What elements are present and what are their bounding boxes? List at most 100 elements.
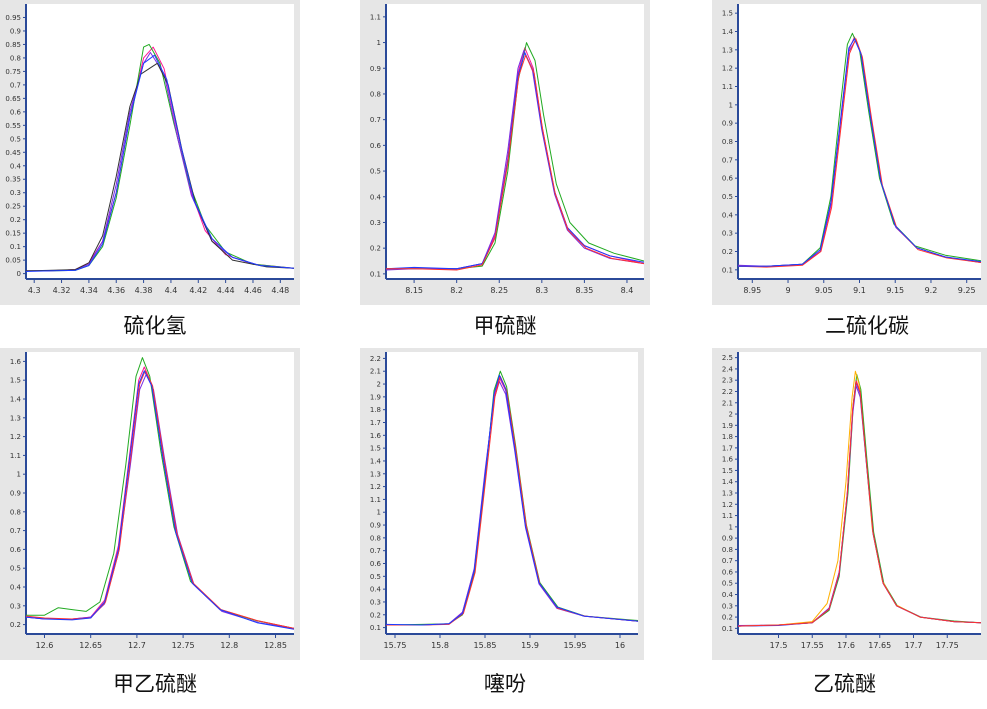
x-tick-label: 9.1 [853, 286, 866, 295]
y-tick-label: 0.7 [10, 81, 21, 89]
y-tick-label: 1 [729, 101, 733, 109]
y-tick-label: 0.5 [722, 193, 733, 201]
y-tick-label: 1.2 [722, 65, 733, 73]
x-tick-label: 12.6 [36, 641, 54, 650]
plot-area [26, 352, 294, 634]
series-line [26, 52, 294, 272]
x-tick-label: 12.65 [79, 641, 102, 650]
y-tick-label: 0.3 [370, 598, 381, 606]
x-tick-label: 12.7 [128, 641, 146, 650]
plot-area [738, 4, 981, 279]
y-tick-label: 1.7 [722, 444, 733, 452]
chart-caption: 二硫化碳 [825, 314, 909, 338]
y-tick-label: 1.6 [370, 432, 382, 440]
x-tick-label: 15.75 [384, 641, 407, 650]
y-tick-label: 1.1 [722, 512, 733, 520]
series-line [26, 370, 294, 630]
y-tick-label: 1.1 [722, 83, 733, 91]
chart-panel-cs2: 0.1 0.2 0.3 0.4 0.5 0.6 0.7 0.8 0.9 1 1.1 1.2 1.3 1.4… [712, 0, 987, 345]
y-tick-label: 0.4 [722, 591, 734, 599]
y-tick-label: 1.9 [722, 422, 733, 430]
y-tick-label: 0.3 [10, 602, 21, 610]
y-tick-label: 0.65 [5, 95, 21, 103]
y-tick-label: 1.4 [722, 478, 734, 486]
x-tick-label: 8.95 [743, 286, 761, 295]
x-tick-label: 8.4 [621, 286, 634, 295]
y-tick-label: 0.6 [10, 546, 22, 554]
x-tick-label: 9.25 [958, 286, 976, 295]
y-tick-label: 0.8 [370, 90, 381, 98]
y-tick-label: 0.25 [5, 203, 21, 211]
x-tick-label: 16 [615, 641, 625, 650]
x-tick-label: 4.48 [271, 286, 289, 295]
series-line [26, 62, 294, 272]
x-tick-label: 8.3 [535, 286, 548, 295]
series-group [738, 32, 981, 268]
chart-caption: 甲硫醚 [473, 314, 537, 338]
y-tick-label: 0.8 [10, 54, 21, 62]
y-tick-label: 1.3 [722, 46, 733, 54]
y-tick-label: 0.9 [722, 535, 733, 543]
y-tick-label: 1 [377, 39, 381, 47]
chart-caption: 噻吩 [484, 672, 526, 696]
y-tick-label: 2.3 [722, 377, 733, 385]
x-tick-label: 15.95 [564, 641, 587, 650]
y-tick-label: 1 [17, 471, 21, 479]
chart-caption: 硫化氢 [123, 314, 187, 338]
y-tick-label: 1.2 [10, 433, 21, 441]
y-tick-label: 0.3 [10, 189, 21, 197]
y-tick-label: 0.15 [5, 230, 21, 238]
chart-mes: 0.2 0.3 0.4 0.5 0.6 0.7 0.8 0.9 1 1.1 1.2 1.3 1.4 1.5… [0, 348, 300, 660]
x-tick-label: 17.55 [801, 641, 824, 650]
x-tick-label: 8.35 [575, 286, 593, 295]
chart-panel-des: 0.1 0.2 0.3 0.4 0.5 0.6 0.7 0.8 0.9 1 1.1 1.2 1.3 1.4… [712, 348, 987, 703]
y-tick-label: 0.6 [10, 108, 22, 116]
y-tick-label: 1.5 [722, 467, 733, 475]
y-tick-label: 0.05 [5, 257, 21, 265]
x-tick-label: 4.36 [107, 286, 125, 295]
y-tick-label: 0.5 [10, 135, 21, 143]
x-tick-label: 9.2 [925, 286, 938, 295]
series-group [26, 357, 294, 630]
x-tick-label: 17.6 [837, 641, 855, 650]
y-tick-label: 0.1 [722, 266, 733, 274]
chart-dms: 0.1 0.2 0.3 0.4 0.5 0.6 0.7 0.8 0.9 1 1.1 8.15 8.2 8.… [360, 0, 650, 305]
y-tick-label: 0.4 [722, 211, 734, 219]
y-tick-label: 0.9 [370, 522, 381, 530]
x-tick-label: 8.15 [405, 286, 423, 295]
x-tick-label: 9 [785, 286, 790, 295]
plot-area [386, 352, 638, 634]
series-line [738, 38, 981, 267]
y-tick-label: 0.55 [5, 122, 21, 130]
y-tick-label: 1.1 [370, 13, 381, 21]
y-tick-label: 0.2 [10, 216, 21, 224]
y-tick-label: 1.5 [10, 377, 21, 385]
y-tick-label: 0.75 [5, 68, 21, 76]
x-tick-label: 17.5 [770, 641, 788, 650]
y-tick-label: 2 [729, 411, 733, 419]
y-tick-label: 1.8 [722, 433, 733, 441]
y-tick-label: 0.35 [5, 176, 21, 184]
plot-area [26, 4, 294, 279]
x-tick-label: 17.65 [868, 641, 891, 650]
y-tick-label: 1.4 [10, 396, 22, 404]
chart-h2s: 0 0.05 0.1 0.15 0.2 0.25 0.3 0.35 0.4 0.45 0.5 0.55… [0, 0, 300, 305]
chart-panel-h2s: 0 0.05 0.1 0.15 0.2 0.25 0.3 0.35 0.4 0.45 0.5 0.55… [0, 0, 300, 345]
y-tick-label: 1.5 [370, 445, 381, 453]
y-tick-label: 0.3 [370, 219, 381, 227]
y-tick-label: 1.6 [10, 358, 22, 366]
series-line [386, 374, 638, 626]
y-tick-label: 0.5 [722, 580, 733, 588]
y-tick-label: 0.9 [10, 27, 21, 35]
x-tick-label: 9.05 [815, 286, 833, 295]
y-tick-label: 0.2 [722, 248, 733, 256]
y-tick-label: 0.5 [10, 565, 21, 573]
chart-des: 0.1 0.2 0.3 0.4 0.5 0.6 0.7 0.8 0.9 1 1.1 1.2 1.3 1.4… [712, 348, 987, 660]
x-tick-label: 4.46 [244, 286, 262, 295]
x-tick-label: 15.85 [474, 641, 497, 650]
y-tick-label: 2.1 [370, 368, 381, 376]
y-tick-label: 0.4 [370, 586, 382, 594]
x-tick-label: 4.32 [53, 286, 71, 295]
y-tick-label: 1.9 [370, 393, 381, 401]
y-tick-label: 0.1 [10, 243, 21, 251]
